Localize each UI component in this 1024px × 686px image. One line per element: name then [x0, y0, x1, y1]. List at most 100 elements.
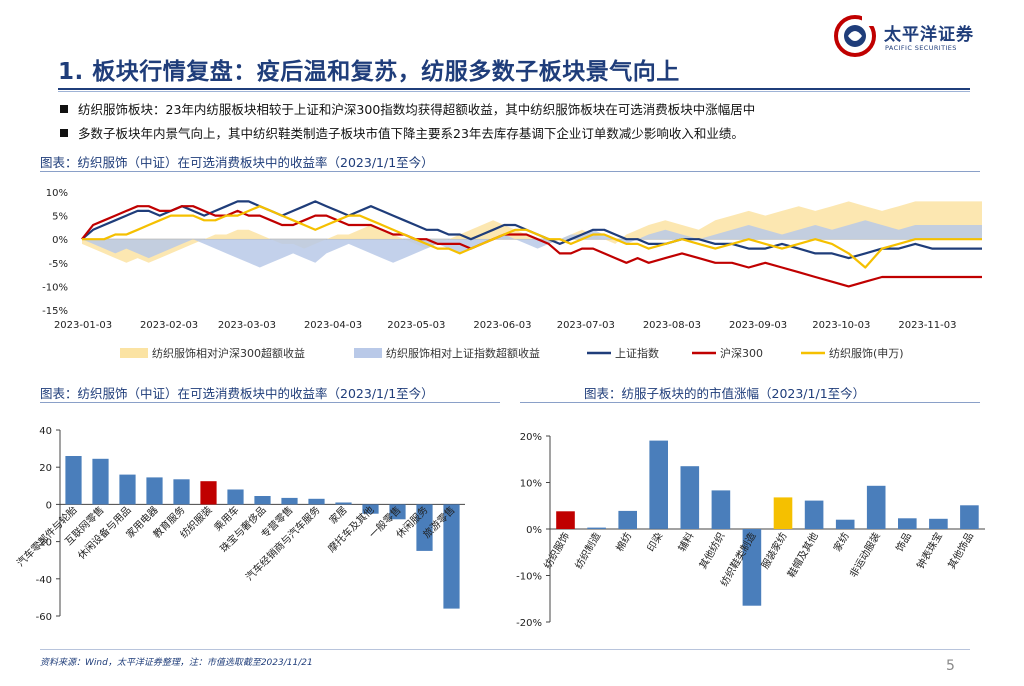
- category-label: 家纺: [831, 530, 852, 554]
- bar: [711, 490, 731, 529]
- bar-chart-consumer-sectors: 40 20 0 -20 -40 -60 汽车零部件与轮胎互联网零售休闲设备与用品家用电器教…: [14, 426, 465, 623]
- page-title: 1. 板块行情复盘：疫后温和复苏，纺服多数子板块景气向上: [58, 59, 680, 85]
- chart1-x-tick-label: 2023-05-03: [387, 320, 445, 331]
- category-label: 棉纺: [613, 530, 634, 554]
- chart1-line-series-2: [81, 200, 982, 260]
- bar: [773, 497, 793, 529]
- category-label: 服装家纺: [758, 530, 789, 571]
- chart1-legend-label: 纺织服饰(申万): [829, 346, 904, 360]
- chart1-x-tick-label: 2023-04-03: [304, 320, 362, 331]
- chart1-x-tick-label: 2023-06-03: [473, 320, 531, 331]
- chart1-area-series-0: [82, 201, 982, 263]
- chart1-legend-swatch: [120, 348, 148, 358]
- bar: [200, 481, 217, 505]
- chart1-y-tick-label: -5%: [49, 259, 68, 270]
- line-chart: 10%5%0%-5%-10%-15% 2023-01-03 2023-02-03 2…: [42, 188, 982, 360]
- chart1-legend: 纺织服饰相对沪深300超额收益 纺织服饰相对上证指数超额收益 上证指数 沪深300 纺织…: [120, 346, 904, 360]
- y-tick-label: 20%: [520, 432, 542, 443]
- logo-mark-icon: [834, 14, 876, 57]
- chart1-line-series-4: [82, 205, 982, 269]
- y-tick-label: -40: [36, 575, 52, 586]
- bar: [960, 505, 979, 529]
- y-tick-label: -10%: [516, 572, 542, 583]
- chart1-x-tick-label: 2023-08-03: [643, 320, 701, 331]
- bar: [416, 504, 433, 551]
- category-label: 其他饰品: [945, 530, 976, 571]
- chart1-x-tick-label: 2023-03-03: [218, 320, 276, 331]
- logo-subtext: PACIFIC SECURITIES: [885, 44, 957, 52]
- bar: [362, 504, 379, 514]
- caption-divider: [520, 402, 980, 403]
- chart1-legend-label: 沪深300: [720, 346, 763, 360]
- bar: [254, 496, 271, 505]
- category-label: 饰品: [893, 530, 914, 554]
- y-tick-label: 40: [39, 426, 52, 437]
- category-label: 印染: [644, 530, 665, 554]
- bar: [649, 440, 668, 529]
- category-label: 钟表珠宝: [914, 530, 945, 571]
- category-label: 鞋帽及其他: [784, 530, 820, 580]
- bar: [92, 458, 109, 505]
- bar: [556, 511, 575, 529]
- bar: [618, 510, 637, 529]
- y-tick-label: -20: [36, 538, 52, 549]
- y-tick-label: 0: [46, 500, 52, 511]
- caption-divider: [40, 402, 500, 403]
- category-label: 纺织制造: [572, 530, 603, 571]
- chart1-y-tick-label: 0%: [52, 235, 68, 246]
- bar: [443, 504, 460, 609]
- chart1-legend-swatch: [354, 348, 382, 358]
- bar-chart-textile-subsectors: 20%10%0%-10%-20% 纺织服饰 纺织制造 棉纺 印染 辅料 其他纺织纺织鞋类制…: [516, 432, 985, 629]
- chart1-x-tick-label: 2023-07-03: [557, 320, 615, 331]
- chart2-caption: 图表：纺织服饰（中证）在可选消费板块中的收益率（2023/1/1至今）: [40, 386, 434, 401]
- bar: [146, 477, 163, 505]
- chart1-y-tick-label: -10%: [42, 282, 68, 293]
- bar: [929, 518, 948, 529]
- chart1-y-ticks: 10% 5% 0% -5% -10% -15%: [42, 188, 68, 317]
- bar: [281, 497, 298, 505]
- category-label: 摩托车及其他: [325, 503, 377, 555]
- bar: [389, 504, 406, 520]
- bar: [898, 518, 917, 529]
- chart1-x-ticks: 2023-01-03 2023-02-03 2023-03-03 2023-04-03…: [54, 320, 957, 331]
- bullet-point: 多数子板块年内景气向上，其中纺织鞋类制造子板块市值下降主要系23年去库存基调下企…: [60, 123, 744, 142]
- y-tick-label: -60: [36, 612, 52, 623]
- chart1-legend-label: 纺织服饰相对沪深300超额收益: [152, 346, 305, 360]
- bar: [587, 527, 606, 529]
- chart1-y-tick-label: 5%: [52, 212, 68, 223]
- chart1-y-tick-label: -15%: [42, 306, 68, 317]
- chart1-x-tick-label: 2023-01-03: [54, 320, 112, 331]
- chart1-x-tick-label: 2023-02-03: [140, 320, 198, 331]
- footer-divider: [40, 649, 970, 650]
- y-tick-label: 10%: [520, 479, 542, 490]
- category-label: 家居: [326, 503, 349, 526]
- bullet-square-icon: [60, 105, 68, 113]
- bullet-square-icon: [60, 129, 68, 137]
- chart1-areas: [82, 201, 982, 268]
- category-label: 非运动服装: [847, 530, 883, 580]
- bar: [119, 474, 136, 505]
- chart1-legend-label: 上证指数: [615, 346, 659, 360]
- caption-divider: [40, 171, 980, 172]
- title-divider: [58, 88, 970, 90]
- bar: [742, 529, 762, 606]
- logo-text: 太平洋证券: [884, 25, 974, 45]
- chart2-bars: [65, 456, 460, 609]
- chart2-labels: 汽车零部件与轮胎互联网零售休闲设备与用品家用电器教育服务纺织服装乘用车珠宝与奢侈…: [14, 503, 458, 583]
- bar: [308, 498, 325, 505]
- chart1-caption: 图表：纺织服饰（中证）在可选消费板块中的收益率（2023/1/1至今）: [40, 155, 434, 170]
- category-label: 纺织服饰: [541, 530, 572, 571]
- bar: [804, 500, 824, 529]
- bullet-point: 纺织服饰板块：23年内纺服板块相较于上证和沪深300指数均获得超额收益，其中纺织…: [60, 99, 755, 118]
- bullet-text: 多数子板块年内景气向上，其中纺织鞋类制造子板块市值下降主要系23年去库存基调下企…: [78, 126, 744, 141]
- y-tick-label: -20%: [516, 618, 542, 629]
- chart1-lines: [81, 200, 982, 288]
- y-tick-label: 0%: [526, 525, 542, 536]
- bar: [173, 479, 190, 505]
- bar: [335, 502, 352, 505]
- company-logo: 太平洋证券 PACIFIC SECURITIES: [832, 12, 982, 62]
- bar: [866, 485, 886, 529]
- chart1-legend-label: 纺织服饰相对上证指数超额收益: [386, 346, 540, 360]
- y-tick-label: 20: [39, 463, 52, 474]
- chart1-x-tick-label: 2023-11-03: [898, 320, 956, 331]
